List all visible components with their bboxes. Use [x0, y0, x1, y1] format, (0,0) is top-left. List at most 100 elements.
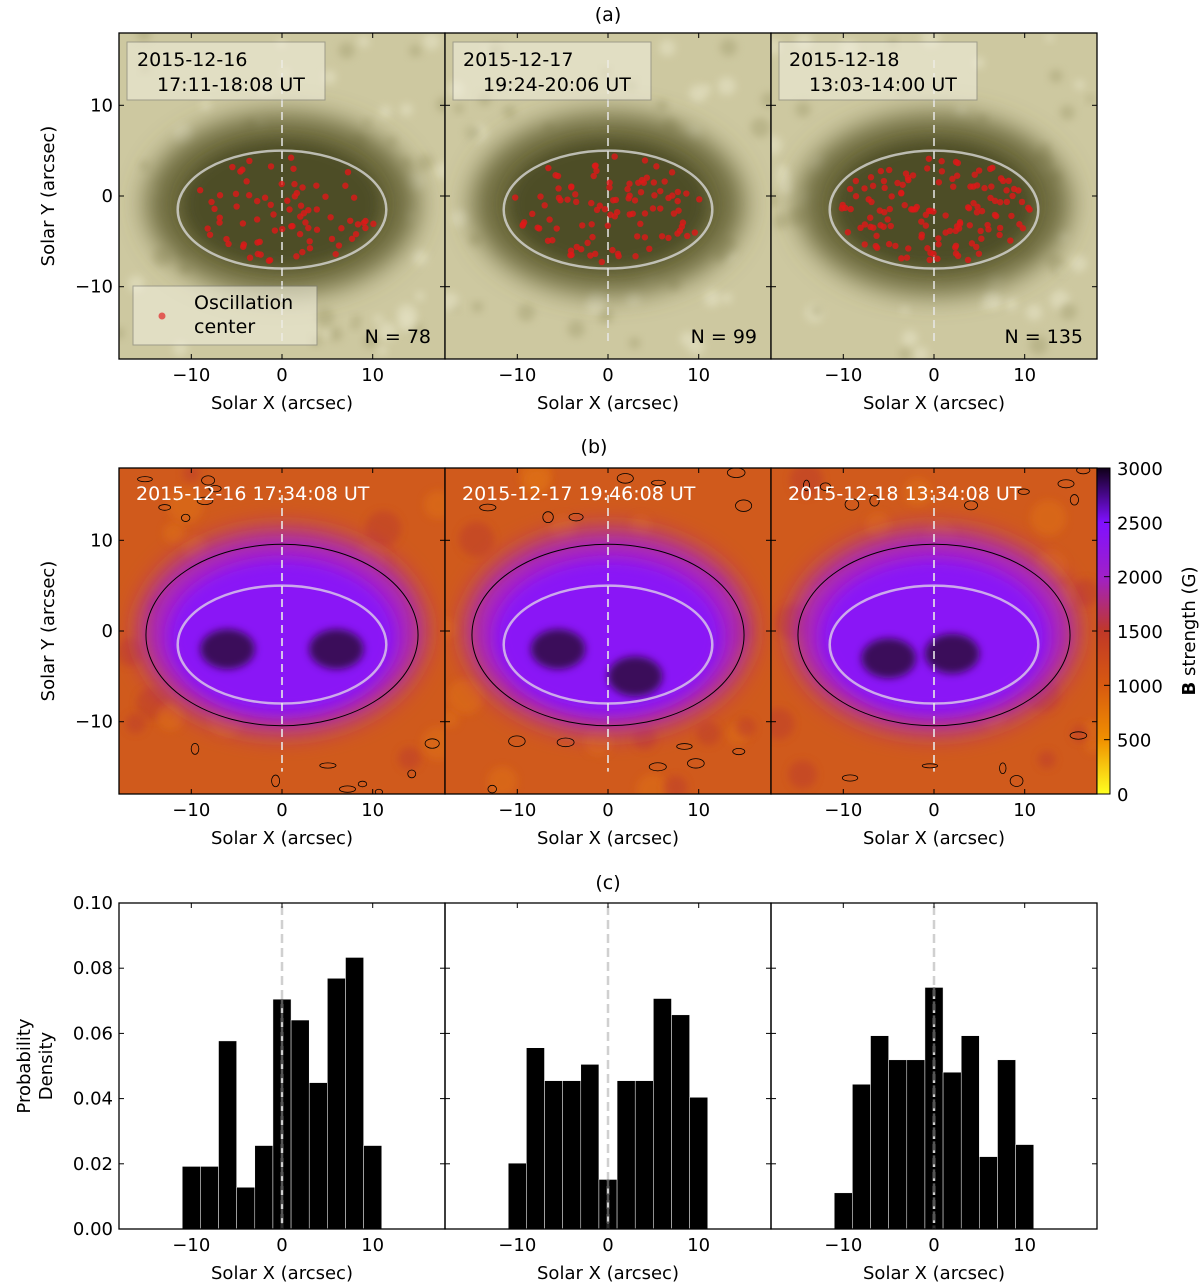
oscillation-center-point [988, 183, 995, 190]
oscillation-center-point [267, 163, 275, 170]
x-tick-label: 0 [928, 800, 939, 821]
oscillation-center-point [884, 216, 891, 223]
time-range-label: 19:24-20:06 UT [483, 74, 631, 96]
oscillation-center-point [327, 214, 334, 221]
oscillation-center-point [873, 232, 880, 240]
oscillation-center-point [946, 227, 954, 235]
field-contour [357, 780, 368, 788]
oscillation-center-point [965, 205, 973, 212]
oscillation-center-point [302, 219, 309, 226]
histogram-bar [979, 1156, 998, 1230]
oscillation-center-point [999, 177, 1007, 185]
y-tick-label: 0.02 [73, 1154, 113, 1175]
x-axis-label: Solar X (arcsec) [537, 1263, 679, 1284]
oscillation-center-point [657, 187, 664, 195]
oscillation-center-point [909, 172, 917, 179]
oscillation-center-point [631, 197, 639, 204]
oscillation-center-point [984, 221, 991, 229]
oscillation-center-point [992, 212, 1000, 220]
field-strength-panel-1: 2015-12-16 17:34:08 UT −10 0 10 Solar X (arc… [38, 467, 446, 849]
oscillation-center-point [973, 243, 980, 251]
oscillation-center-point [869, 182, 877, 190]
oscillation-center-point [286, 206, 293, 213]
field-contour [648, 762, 667, 772]
field-contour [732, 747, 746, 756]
field-contour [190, 742, 200, 755]
oscillation-center-point [887, 222, 894, 230]
x-axis-label: Solar X (arcsec) [537, 393, 679, 414]
oscillation-center-point [267, 201, 274, 209]
umbra-ellipse [828, 584, 1040, 705]
oscillation-center-point [657, 205, 664, 212]
y-tick-label: 0 [102, 186, 113, 207]
oscillation-center-point [861, 221, 869, 228]
oscillation-center-point [691, 229, 699, 236]
oscillation-center-point [613, 208, 621, 216]
field-contour [1057, 479, 1075, 489]
oscillation-center-point [857, 224, 864, 232]
oscillation-center-point [867, 223, 874, 231]
oscillation-center-point [881, 184, 888, 192]
oscillation-center-point [922, 222, 930, 229]
field-strength-map: 2015-12-16 17:34:08 UT [119, 468, 445, 794]
oscillation-center-point [590, 172, 597, 180]
oscillation-center-point [306, 245, 314, 252]
oscillation-center-point [852, 177, 860, 185]
histogram-bar [653, 998, 672, 1230]
field-contour [479, 503, 497, 512]
timestamp-label: 2015-12-17 19:46:08 UT [462, 483, 696, 505]
oscillation-center-point [541, 202, 548, 209]
oscillation-center-point [996, 231, 1003, 239]
legend-label: center [194, 316, 255, 338]
count-label: N = 99 [691, 326, 757, 348]
histogram-bar [327, 978, 346, 1230]
oscillation-center-point [649, 205, 657, 212]
histogram-bar [888, 1059, 908, 1230]
histogram-bar [580, 1064, 600, 1230]
oscillation-center-point [519, 221, 527, 228]
oscillation-center-point [899, 181, 906, 188]
oscillation-center-point [924, 165, 931, 172]
y-tick-label: 0.10 [73, 893, 113, 914]
field-contour [1017, 488, 1030, 495]
oscillation-center-point [287, 154, 295, 161]
x-tick-label: 0 [276, 800, 287, 821]
oscillation-center-point [989, 164, 996, 171]
histogram-bar [345, 957, 364, 1230]
x-axis-label: Solar X (arcsec) [211, 393, 353, 414]
x-tick-label: 10 [687, 365, 710, 386]
oscillation-center-point [626, 180, 633, 187]
oscillation-center-point [696, 196, 703, 203]
oscillation-center-point [935, 235, 942, 242]
oscillation-center-point [587, 252, 594, 259]
oscillation-center-point [670, 210, 678, 217]
colorbar-tick-label: 2500 [1117, 513, 1163, 534]
oscillation-center-point [881, 208, 888, 216]
x-tick-label: 10 [1013, 1235, 1036, 1256]
oscillation-center-point [196, 187, 204, 194]
oscillation-center-point [991, 197, 999, 205]
oscillation-center-point [922, 211, 930, 219]
histogram-bar [181, 1166, 201, 1230]
oscillation-center-point [313, 226, 321, 233]
oscillation-center-point [885, 240, 893, 248]
histogram-bar [852, 1084, 871, 1230]
oscillation-center-point [996, 199, 1004, 206]
colorbar-tick-label: 3000 [1117, 459, 1163, 480]
histogram-bar [616, 1080, 636, 1230]
oscillation-center-point [591, 250, 599, 258]
oscillation-center-point [683, 190, 690, 197]
timestamp-label: 2015-12-18 13:34:08 UT [788, 483, 1022, 505]
field-strength-panel-2: 2015-12-17 19:46:08 UT −10 0 10 Solar X (arc… [444, 467, 772, 849]
oscillation-center-point [975, 250, 983, 257]
time-label-box [452, 41, 652, 101]
colorbar-tick-label: 500 [1117, 731, 1151, 752]
legend-marker [158, 312, 166, 320]
field-contour [319, 762, 337, 769]
oscillation-center-point [313, 206, 321, 213]
histogram-panel-1: −10 0 10 Solar X (arcsec) 0.00 0.02 0.04 0.06 0.… [73, 893, 446, 1284]
time-label-box [778, 41, 978, 101]
x-tick-label: 0 [602, 365, 613, 386]
oscillation-center-point [328, 235, 336, 243]
oscillation-center-point [370, 220, 377, 228]
